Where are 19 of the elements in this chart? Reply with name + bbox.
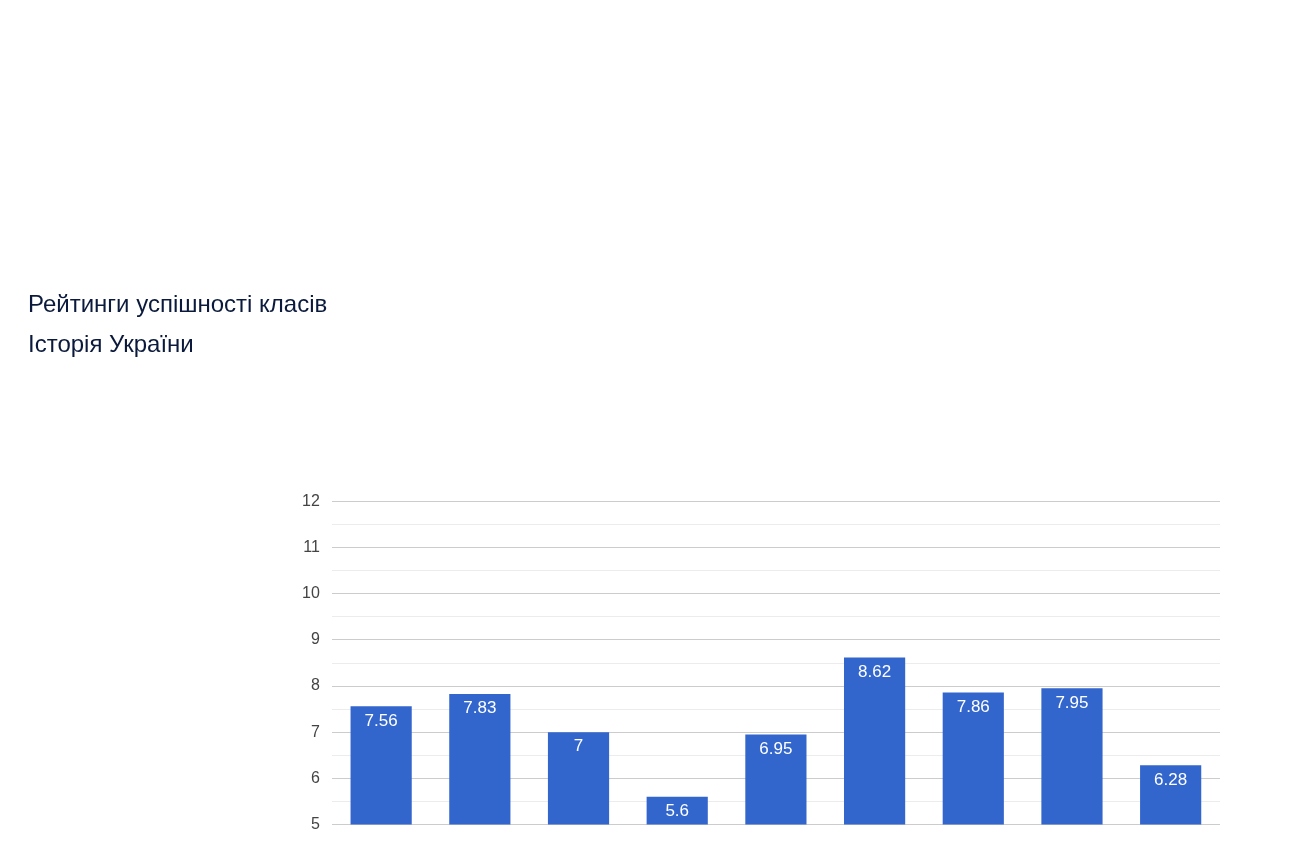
y-tick-label: 6 <box>310 768 320 786</box>
data-label: 6.95 <box>759 738 793 758</box>
data-label: 6.28 <box>1154 769 1188 789</box>
data-label: 7.95 <box>1055 692 1089 712</box>
data-label: 7.83 <box>463 698 497 718</box>
y-tick-label: 11 <box>303 538 320 556</box>
y-tick-label: 7 <box>310 722 320 740</box>
y-tick-label: 5 <box>310 814 320 832</box>
y-tick-label: 9 <box>310 630 320 648</box>
y-tick-label: 12 <box>302 492 320 510</box>
text: Історія України <box>28 329 195 359</box>
data-label: 7.56 <box>364 710 398 730</box>
data-label: 7 <box>573 736 584 756</box>
data-label: 7.86 <box>956 696 990 716</box>
y-tick-label: 8 <box>310 676 320 694</box>
data-label: 8.62 <box>858 661 892 681</box>
data-label: 5.6 <box>665 800 690 820</box>
y-tick-label: 10 <box>302 584 320 602</box>
chart-title: Рейтинги успішності класів <box>28 289 328 319</box>
